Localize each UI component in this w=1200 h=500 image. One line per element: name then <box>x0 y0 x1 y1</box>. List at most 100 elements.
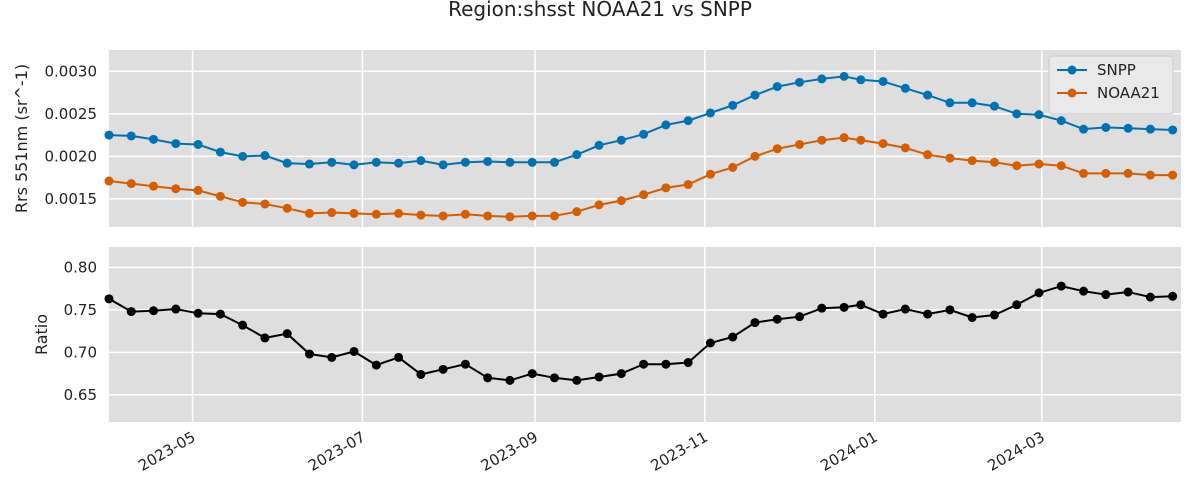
legend-label: NOAA21 <box>1097 84 1160 102</box>
data-point <box>772 82 782 92</box>
data-point <box>527 211 537 221</box>
data-point <box>750 90 760 100</box>
data-point <box>1079 124 1089 134</box>
data-point <box>1145 292 1155 302</box>
data-point <box>304 208 314 218</box>
data-point <box>945 153 955 163</box>
data-point <box>705 338 715 348</box>
data-point <box>945 305 955 315</box>
data-point <box>795 77 805 87</box>
data-point <box>193 139 203 149</box>
data-point <box>817 74 827 84</box>
data-point <box>1168 291 1178 301</box>
data-point <box>1034 159 1044 169</box>
data-point <box>661 120 671 130</box>
data-point <box>505 375 515 385</box>
plot-background <box>109 247 1181 422</box>
data-point <box>572 207 582 217</box>
data-point <box>878 309 888 319</box>
data-point <box>616 196 626 206</box>
data-point <box>349 160 359 170</box>
data-point <box>923 150 933 160</box>
data-point <box>126 179 136 189</box>
data-point <box>967 313 977 323</box>
data-point <box>371 157 381 167</box>
y-tick-label: 0.75 <box>64 301 97 319</box>
data-point <box>1056 161 1066 171</box>
data-point <box>639 359 649 369</box>
data-point <box>460 157 470 167</box>
legend-label: SNPP <box>1097 61 1136 79</box>
data-point <box>1168 125 1178 135</box>
data-point <box>371 209 381 219</box>
data-point <box>1101 290 1111 300</box>
data-point <box>661 183 671 193</box>
data-point <box>260 333 270 343</box>
data-point <box>149 134 159 144</box>
data-point <box>795 312 805 322</box>
data-point <box>304 349 314 359</box>
data-point <box>616 135 626 145</box>
data-point <box>572 150 582 160</box>
data-point <box>967 156 977 166</box>
data-point <box>238 320 248 330</box>
data-point <box>1123 287 1133 297</box>
legend-swatch-marker <box>1067 65 1077 75</box>
data-point <box>171 184 181 194</box>
data-point <box>260 151 270 161</box>
y-tick-label: 0.0015 <box>45 190 98 208</box>
legend: SNPP NOAA21 <box>1048 55 1174 115</box>
data-point <box>594 140 604 150</box>
data-point <box>550 157 560 167</box>
data-point <box>416 156 426 166</box>
data-point <box>1101 122 1111 132</box>
data-point <box>750 151 760 161</box>
data-point <box>483 211 493 221</box>
data-point <box>989 310 999 320</box>
data-point <box>505 212 515 222</box>
data-point <box>527 369 537 379</box>
data-point <box>795 139 805 149</box>
data-point <box>304 159 314 169</box>
y-tick-label: 0.0030 <box>45 62 98 80</box>
x-tick-label: 2023-09 <box>478 428 541 475</box>
data-point <box>772 144 782 154</box>
data-point <box>1012 300 1022 310</box>
data-point <box>327 352 337 362</box>
x-tick-label: 2023-11 <box>648 428 711 475</box>
data-point <box>594 372 604 382</box>
data-point <box>1079 286 1089 296</box>
data-point <box>349 208 359 218</box>
data-point <box>683 358 693 368</box>
data-point <box>104 130 114 140</box>
data-point <box>394 158 404 168</box>
data-point <box>750 318 760 328</box>
data-point <box>728 100 738 110</box>
data-point <box>1034 110 1044 120</box>
data-point <box>900 143 910 153</box>
data-point <box>572 375 582 385</box>
data-point <box>856 75 866 85</box>
data-point <box>900 304 910 314</box>
y-tick-label: 0.65 <box>64 386 97 404</box>
x-tick-label: 2024-03 <box>984 428 1047 475</box>
data-point <box>989 101 999 111</box>
data-point <box>193 185 203 195</box>
data-point <box>438 211 448 221</box>
data-point <box>639 190 649 200</box>
data-point <box>416 369 426 379</box>
data-point <box>839 71 849 81</box>
y-axis-label: Ratio <box>32 314 51 355</box>
data-point <box>505 157 515 167</box>
y-tick-label: 0.0020 <box>45 147 98 165</box>
legend-swatch-marker <box>1067 88 1077 98</box>
data-point <box>839 302 849 312</box>
data-point <box>661 359 671 369</box>
data-point <box>728 162 738 172</box>
data-point <box>856 135 866 145</box>
data-point <box>394 352 404 362</box>
series-snpp <box>104 71 1178 170</box>
data-point <box>193 308 203 318</box>
data-point <box>349 346 359 356</box>
